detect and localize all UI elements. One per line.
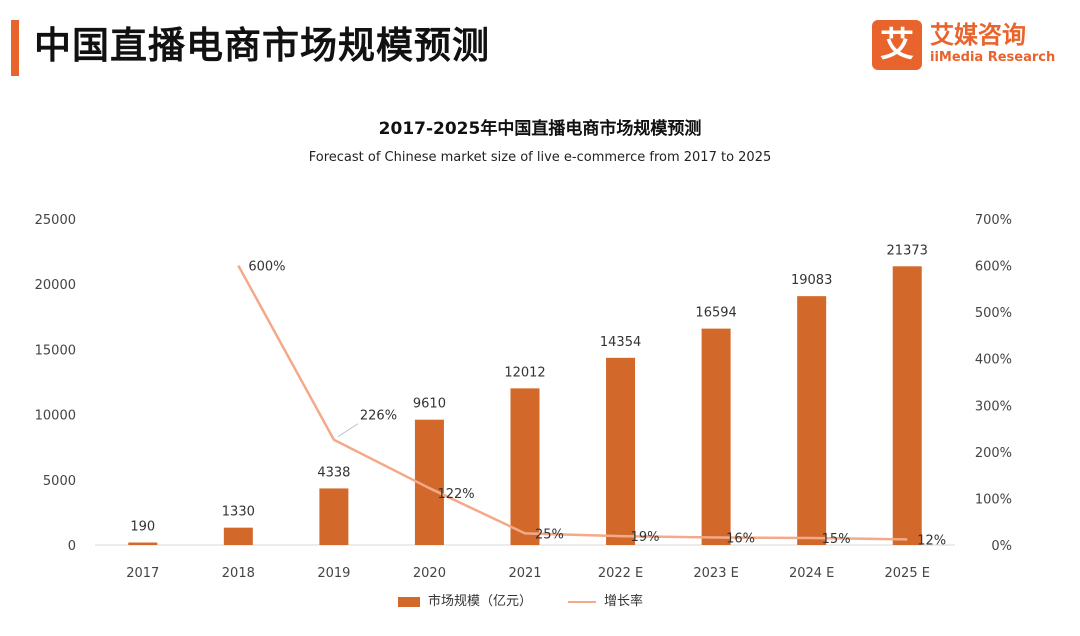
legend-item-growth-rate: 增长率: [568, 592, 643, 612]
bar: [797, 296, 827, 545]
growth-value-label: 600%: [248, 260, 285, 275]
bar-value-label: 21373: [887, 243, 928, 258]
bar-value-label: 1330: [222, 505, 255, 520]
x-tick-label: 2021: [508, 566, 541, 581]
growth-value-label: 19%: [631, 530, 660, 545]
y-left-tick-label: 10000: [35, 409, 76, 424]
page-title: 中国直播电商市场规模预测: [34, 24, 490, 67]
bar-value-label: 4338: [317, 465, 350, 480]
bar-value-label: 19083: [791, 273, 832, 288]
x-tick-label: 2019: [317, 566, 350, 581]
bar: [606, 357, 636, 545]
bar: [892, 266, 922, 545]
growth-line-series: [237, 264, 908, 541]
growth-line: [237, 264, 908, 541]
growth-value-label: 15%: [822, 532, 851, 547]
chart-subtitle: Forecast of Chinese market size of live …: [308, 150, 772, 165]
y-axis-left: 0 5000 10000 15000 20000 25000: [35, 213, 76, 554]
y-right-tick-label: 400%: [975, 353, 1012, 368]
y-right-tick-label: 100%: [975, 492, 1012, 507]
bar: [128, 542, 158, 545]
x-tick-label: 2025 E: [885, 566, 930, 581]
title-accent-bar: [11, 20, 19, 76]
y-left-tick-label: 0: [68, 539, 76, 554]
logo-name-en: iiMedia Research: [930, 50, 1056, 65]
bar-value-label: 190: [130, 520, 155, 535]
bar-series: [128, 266, 922, 545]
label-leader-line: [337, 423, 359, 438]
bar-value-label: 14354: [600, 335, 641, 350]
growth-value-label: 12%: [917, 533, 946, 548]
growth-value-label: 25%: [535, 527, 564, 542]
y-right-tick-label: 200%: [975, 446, 1012, 461]
bar-value-label: 9610: [413, 397, 446, 412]
x-tick-label: 2022 E: [598, 566, 643, 581]
bar-value-labels: 190 1330 4338 9610 12012 14354 16594 19083 21373: [130, 243, 928, 534]
growth-value-label: 226%: [360, 409, 397, 424]
y-left-tick-label: 5000: [43, 474, 76, 489]
x-tick-label: 2017: [126, 566, 159, 581]
growth-value-labels: 600% 226% 122% 25% 19% 16% 15% 12%: [248, 260, 946, 549]
brand-logo: 艾 艾媒咨询 iiMedia Research: [872, 20, 1062, 70]
growth-value-label: 16%: [726, 532, 755, 547]
y-left-tick-label: 25000: [35, 213, 76, 228]
x-tick-label: 2018: [222, 566, 255, 581]
bar-value-label: 16594: [695, 306, 736, 321]
logo-mark-icon: 艾: [872, 20, 922, 70]
bar: [701, 328, 731, 545]
x-tick-label: 2023 E: [693, 566, 738, 581]
bar: [510, 388, 540, 545]
y-left-tick-label: 15000: [35, 343, 76, 358]
bar-value-label: 12012: [504, 365, 545, 380]
growth-value-label: 122%: [437, 487, 474, 502]
y-left-tick-label: 20000: [35, 278, 76, 293]
legend-item-market-size: 市场规模（亿元）: [398, 592, 532, 612]
y-right-tick-label: 0%: [991, 539, 1012, 554]
bar: [319, 488, 349, 545]
y-right-tick-label: 300%: [975, 399, 1012, 414]
y-axis-right: 0% 100% 200% 300% 400% 500% 600% 700%: [975, 213, 1012, 554]
x-axis: 2017 2018 2019 2020 2021 2022 E 2023 E 2024 E 20…: [126, 566, 930, 581]
bar: [223, 527, 253, 545]
legend-label-growth-rate: 增长率: [604, 594, 644, 609]
y-right-tick-label: 600%: [975, 260, 1012, 275]
legend-label-market-size: 市场规模（亿元）: [428, 594, 533, 609]
logo-name-cn: 艾媒咨询: [930, 21, 1026, 49]
legend-swatch-bar: [398, 597, 420, 607]
chart-title: 2017-2025年中国直播电商市场规模预测: [378, 119, 702, 139]
legend-swatch-line: [568, 601, 596, 603]
x-tick-label: 2024 E: [789, 566, 834, 581]
y-right-tick-label: 500%: [975, 306, 1012, 321]
x-tick-label: 2020: [413, 566, 446, 581]
y-right-tick-label: 700%: [975, 213, 1012, 228]
